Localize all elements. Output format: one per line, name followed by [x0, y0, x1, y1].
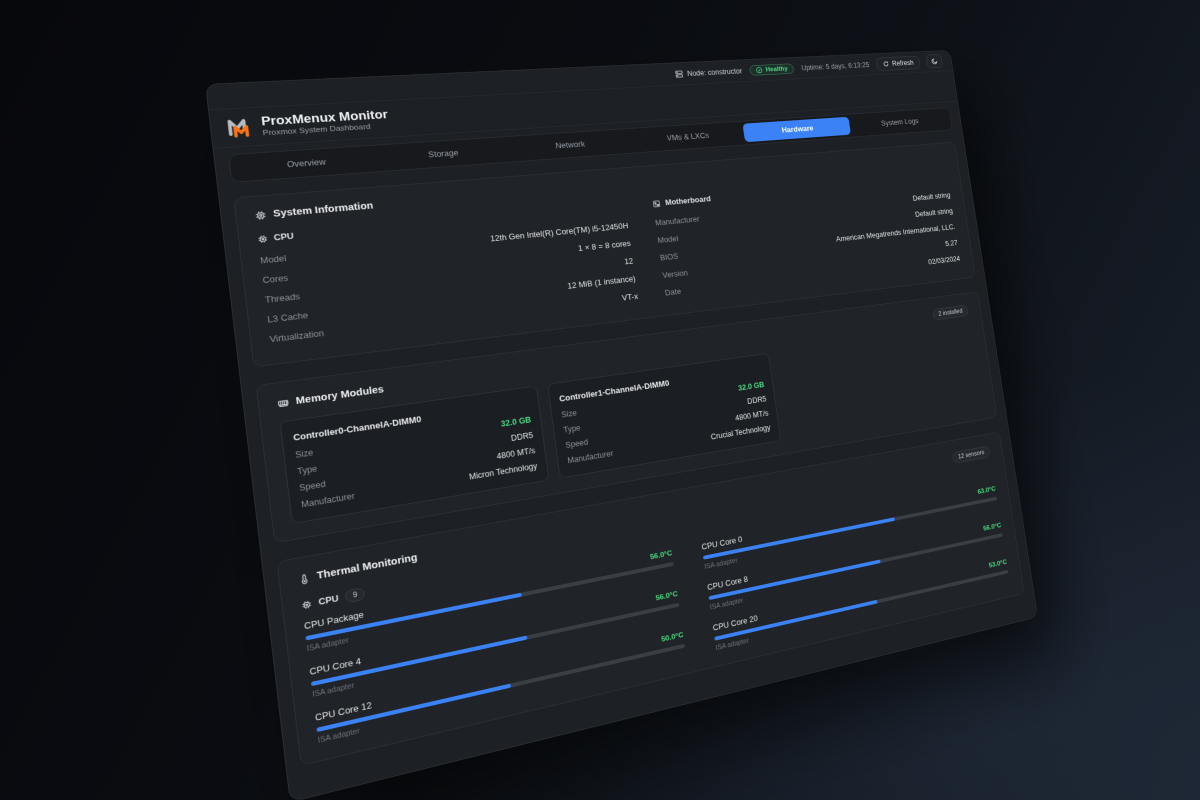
- row-label: Size: [295, 448, 314, 460]
- row-value: Default string: [912, 191, 951, 202]
- row-value: 32.0 GB: [500, 415, 531, 429]
- row-label: Virtualization: [269, 328, 324, 344]
- desktop-background: Node: constructor Healthy Uptime: 5 days…: [0, 0, 1200, 800]
- thermometer-icon: [298, 572, 311, 585]
- thermal-title: Thermal Monitoring: [316, 552, 418, 582]
- system-information-title-row: System Information: [254, 201, 373, 221]
- row-label: Version: [662, 268, 688, 279]
- sensor-temp: 56.0°C: [650, 549, 673, 561]
- node-label: Node: constructor: [687, 67, 743, 78]
- motherboard-section: Motherboard Manufacturer Default string …: [652, 174, 961, 302]
- sensor-temp: 56.0°C: [983, 522, 1002, 533]
- health-label: Healthy: [765, 65, 788, 73]
- row-value: 12: [624, 256, 634, 265]
- system-information-title: System Information: [273, 201, 374, 220]
- moon-icon: [931, 58, 939, 65]
- memory-installed-badge: 2 installed: [932, 305, 969, 321]
- refresh-label: Refresh: [891, 58, 914, 67]
- cpu-chip-icon: [257, 234, 268, 244]
- row-label: Speed: [565, 437, 589, 449]
- thermal-cpu-group-label: CPU: [318, 593, 339, 607]
- row-label: Manufacturer: [301, 491, 355, 509]
- main-content: System Information: [218, 129, 1036, 788]
- row-label: Size: [561, 408, 577, 419]
- sensor-grid: CPU Package 56.0°C ISA adapter CPU Core …: [304, 485, 1010, 745]
- node-indicator: Node: constructor: [674, 67, 742, 78]
- row-label: L3 Cache: [267, 310, 309, 324]
- row-label: Threads: [264, 291, 300, 304]
- row-label: Model: [657, 234, 679, 244]
- row-label: Cores: [262, 273, 289, 285]
- dimm-card-1: Controller1-ChannelA-DIMM0 Size 32.0 GB …: [547, 353, 781, 479]
- server-icon: [674, 70, 683, 79]
- dimm-empty-slot: [778, 325, 983, 440]
- row-value: DDR5: [747, 395, 767, 406]
- app-title-block: ProxMenux Monitor Proxmox System Dashboa…: [260, 107, 389, 137]
- row-label: Model: [260, 253, 287, 265]
- ram-stick-icon: [277, 397, 290, 409]
- cpu-subheader-label: CPU: [273, 231, 294, 242]
- row-value: VT-x: [621, 292, 638, 302]
- check-circle-icon: [756, 66, 764, 73]
- sensor-temp: 56.0°C: [655, 590, 678, 602]
- row-label: Manufacturer: [567, 449, 614, 465]
- row-label: BIOS: [659, 252, 678, 262]
- memory-modules-title-row: Memory Modules: [277, 384, 385, 409]
- dashboard-window: Node: constructor Healthy Uptime: 5 days…: [205, 50, 1038, 800]
- row-value: 5.27: [945, 238, 958, 247]
- refresh-button[interactable]: Refresh: [876, 56, 921, 71]
- sensor-temp: 63.0°C: [977, 485, 996, 495]
- thermal-cpu-count-badge: 9: [345, 587, 366, 603]
- row-value: 1 × 8 = 8 cores: [578, 239, 632, 253]
- row-label: Speed: [299, 479, 327, 493]
- proxmenux-logo: [224, 114, 255, 140]
- memory-modules-title: Memory Modules: [295, 384, 384, 407]
- health-status-badge: Healthy: [749, 63, 794, 75]
- row-value: 02/03/2024: [928, 254, 961, 265]
- sensor-temp: 53.0°C: [988, 559, 1007, 570]
- theme-toggle-button[interactable]: [926, 54, 944, 68]
- refresh-arrow-icon: [882, 60, 889, 67]
- dimm-card-0: Controller0-ChannelA-DIMM0 Size 32.0 GB …: [280, 386, 550, 524]
- cpu-chip-icon: [301, 599, 312, 610]
- row-label: Manufacturer: [655, 215, 700, 228]
- cpu-section: CPU Model 12th Gen Intel(R) Core(TM) i5-…: [257, 202, 639, 349]
- row-value: Default string: [915, 207, 954, 218]
- uptime-text: Uptime: 5 days, 6:13:25: [801, 61, 870, 72]
- motherboard-subheader-label: Motherboard: [665, 195, 712, 207]
- row-label: Date: [664, 287, 681, 297]
- row-value: DDR5: [511, 430, 534, 442]
- sensor-temp: 50.0°C: [661, 631, 684, 644]
- row-label: Type: [297, 464, 318, 477]
- row-label: Type: [563, 423, 581, 435]
- chip-icon: [254, 210, 267, 221]
- thermal-sensors-badge: 12 sensors: [952, 446, 991, 464]
- row-value: 32.0 GB: [738, 380, 765, 392]
- circuit-board-icon: [652, 199, 661, 207]
